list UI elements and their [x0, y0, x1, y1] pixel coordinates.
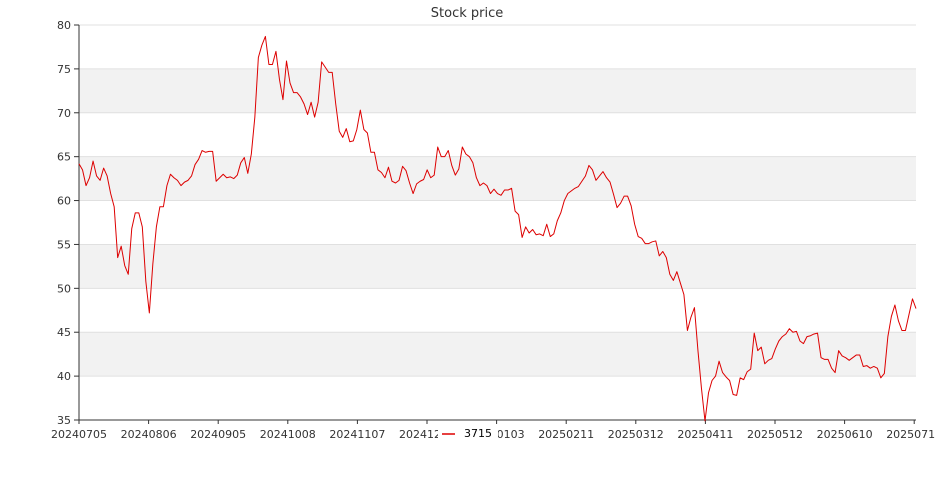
x-tick-label: 20250211 — [538, 428, 594, 441]
plot-band — [79, 244, 916, 289]
x-axis-ticks: 20240705 20240806 20240905 20241008 20241107… — [51, 420, 935, 441]
y-tick-label: 40 — [57, 370, 71, 383]
chart-title: Stock price — [431, 6, 503, 21]
y-tick-label: 60 — [57, 195, 71, 208]
x-tick-label: 20240806 — [121, 428, 177, 441]
x-tick-label: 20250512 — [747, 428, 803, 441]
legend-label: 3715 — [464, 427, 492, 440]
y-tick-label: 80 — [57, 19, 71, 32]
y-axis-ticks: 35 40 45 50 55 60 65 70 75 80 — [57, 19, 79, 427]
y-tick-label: 65 — [57, 151, 71, 164]
x-tick-label: 20240905 — [190, 428, 246, 441]
x-tick-label: 20250411 — [677, 428, 733, 441]
x-tick-label: 20250312 — [608, 428, 664, 441]
plot-band — [79, 332, 916, 377]
y-tick-label: 75 — [57, 63, 71, 76]
plot-band — [79, 68, 916, 113]
legend[interactable]: 3715 — [438, 424, 498, 442]
x-tick-label: 20250710 — [886, 428, 935, 441]
x-tick-label: 20250610 — [817, 428, 873, 441]
x-tick-label: 20241107 — [329, 428, 385, 441]
y-tick-label: 70 — [57, 107, 71, 120]
legend-background — [438, 424, 498, 442]
y-tick-label: 45 — [57, 326, 71, 339]
x-tick-label: 20241008 — [260, 428, 316, 441]
x-tick-label: 20240705 — [51, 428, 107, 441]
grid-lines — [79, 24, 916, 421]
plot-bands — [79, 68, 916, 377]
series-line-3715 — [78, 35, 917, 422]
y-tick-label: 35 — [57, 414, 71, 427]
series-lines — [78, 35, 917, 422]
y-tick-label: 55 — [57, 238, 71, 251]
y-tick-label: 50 — [57, 282, 71, 295]
